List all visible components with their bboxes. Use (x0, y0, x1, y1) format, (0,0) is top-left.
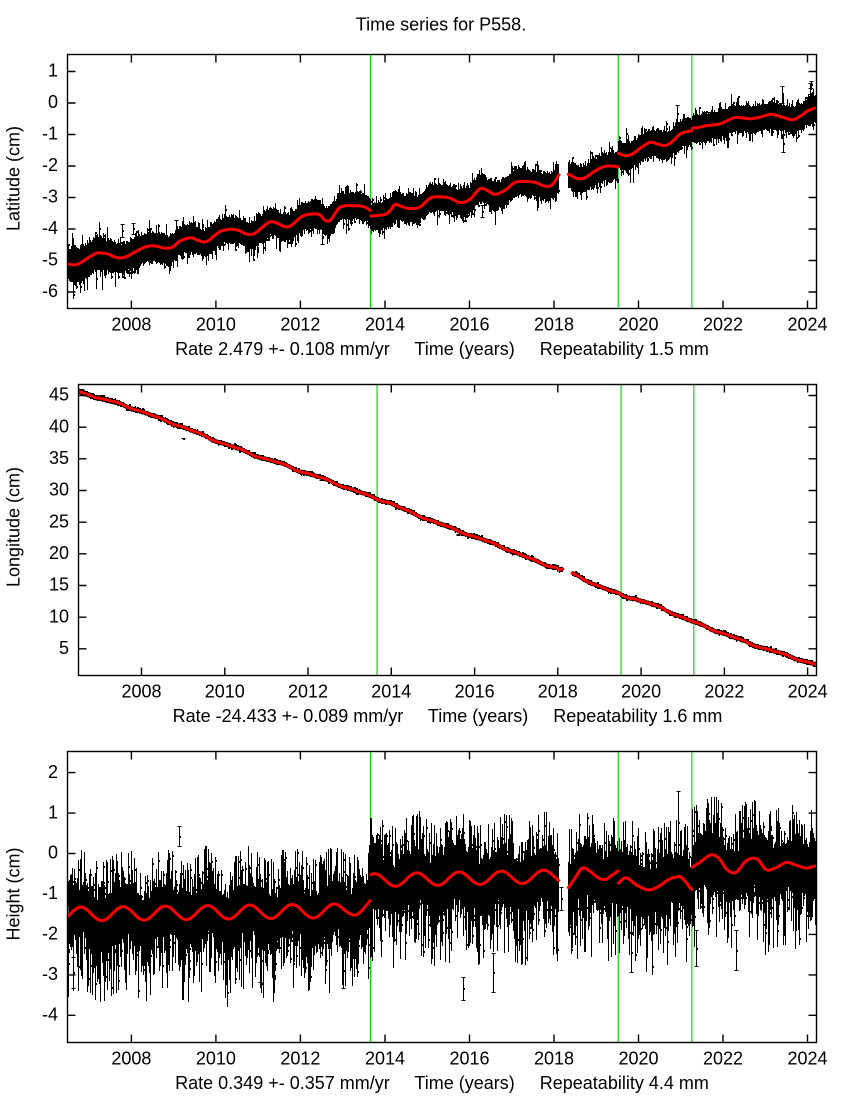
svg-text:2008: 2008 (111, 315, 151, 335)
svg-text:Height (cm): Height (cm) (4, 847, 24, 940)
svg-text:Time series for P558.: Time series for P558. (356, 15, 526, 35)
svg-text:2016: 2016 (449, 1049, 489, 1069)
svg-text:2020: 2020 (618, 315, 658, 335)
svg-text:Rate 0.349 +- 0.357 mm/yr: Rate 0.349 +- 0.357 mm/yr Time (years) R… (175, 1073, 709, 1093)
svg-text:2012: 2012 (280, 1049, 320, 1069)
svg-text:2008: 2008 (111, 1049, 151, 1069)
svg-text:1: 1 (48, 802, 58, 822)
svg-text:-3: -3 (42, 964, 58, 984)
svg-text:2010: 2010 (196, 1049, 236, 1069)
svg-text:-4: -4 (42, 218, 58, 238)
svg-text:2014: 2014 (365, 1049, 405, 1069)
svg-text:-1: -1 (42, 883, 58, 903)
svg-text:1: 1 (48, 61, 58, 81)
svg-text:2: 2 (48, 762, 58, 782)
svg-text:35: 35 (49, 448, 69, 468)
svg-text:-2: -2 (42, 924, 58, 944)
svg-text:Longitude (cm): Longitude (cm) (4, 467, 24, 587)
svg-text:2024: 2024 (788, 682, 828, 702)
svg-text:45: 45 (49, 385, 69, 405)
svg-text:2010: 2010 (205, 682, 245, 702)
svg-text:2022: 2022 (703, 315, 743, 335)
svg-text:30: 30 (49, 480, 69, 500)
svg-text:5: 5 (59, 638, 69, 658)
svg-text:2012: 2012 (288, 682, 328, 702)
svg-text:2008: 2008 (121, 682, 161, 702)
svg-text:2018: 2018 (534, 1049, 574, 1069)
svg-text:2020: 2020 (621, 682, 661, 702)
svg-text:0: 0 (48, 843, 58, 863)
svg-text:2018: 2018 (534, 315, 574, 335)
svg-text:25: 25 (49, 511, 69, 531)
svg-text:2020: 2020 (618, 1049, 658, 1069)
svg-text:-6: -6 (42, 281, 58, 301)
svg-text:Latitude (cm): Latitude (cm) (4, 126, 24, 231)
svg-text:2016: 2016 (449, 315, 489, 335)
svg-text:2022: 2022 (704, 682, 744, 702)
svg-text:0: 0 (48, 92, 58, 112)
svg-text:2010: 2010 (196, 315, 236, 335)
svg-text:-3: -3 (42, 187, 58, 207)
svg-text:Rate 2.479 +- 0.108 mm/yr: Rate 2.479 +- 0.108 mm/yr Time (years) R… (175, 339, 709, 359)
svg-text:2014: 2014 (365, 315, 405, 335)
svg-text:2012: 2012 (280, 315, 320, 335)
svg-text:2024: 2024 (787, 315, 827, 335)
svg-text:-2: -2 (42, 155, 58, 175)
svg-text:2016: 2016 (455, 682, 495, 702)
svg-text:15: 15 (49, 575, 69, 595)
svg-text:2014: 2014 (371, 682, 411, 702)
svg-text:20: 20 (49, 543, 69, 563)
svg-text:-4: -4 (42, 1005, 58, 1025)
svg-text:2024: 2024 (787, 1049, 827, 1069)
svg-text:2018: 2018 (538, 682, 578, 702)
svg-text:10: 10 (49, 606, 69, 626)
svg-text:-5: -5 (42, 250, 58, 270)
svg-text:Rate -24.433 +- 0.089 mm/yr: Rate -24.433 +- 0.089 mm/yr Time (years)… (173, 706, 723, 726)
svg-text:2022: 2022 (703, 1049, 743, 1069)
svg-text:-1: -1 (42, 124, 58, 144)
svg-text:40: 40 (49, 416, 69, 436)
